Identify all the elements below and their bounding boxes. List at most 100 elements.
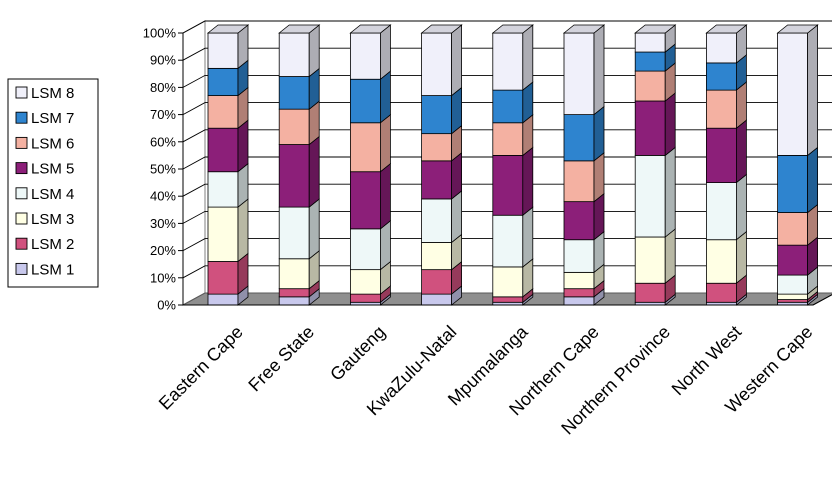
- bar-segment: [492, 32, 524, 91]
- bar-stack: [776, 24, 819, 306]
- legend-label: LSM 3: [31, 211, 74, 228]
- bar-top: [278, 24, 321, 34]
- bar-segment: [706, 182, 737, 241]
- x-category-label: Gauteng: [326, 322, 389, 385]
- bar-segment-side: [379, 24, 391, 81]
- bar-segment-side: [664, 92, 676, 157]
- x-axis-depth-line: [812, 294, 832, 306]
- bar-segment: [349, 171, 381, 230]
- bar-segment: [349, 32, 381, 80]
- bar-segment: [563, 296, 595, 306]
- bar-segment: [563, 271, 595, 290]
- y-tick-label: 30%: [150, 216, 176, 231]
- legend: LSM 8 LSM 7 LSM 6 LSM 5 LSM 4 LSM 3 LSM 2 LSM 1: [7, 78, 99, 288]
- bar-segment: [563, 201, 595, 241]
- bar-segment: [777, 244, 808, 276]
- gridline: [182, 129, 832, 143]
- bar-segment: [207, 127, 239, 173]
- bar-segment-side: [308, 198, 320, 260]
- y-tick-label: 80%: [150, 80, 176, 95]
- bar-stack: [705, 24, 748, 306]
- y-tick-label: 90%: [150, 53, 176, 68]
- bar-segment: [706, 89, 737, 129]
- legend-swatch: [15, 111, 28, 124]
- bar-segment-side: [522, 24, 534, 91]
- bar-segment: [349, 269, 381, 295]
- bar-segment: [421, 198, 453, 243]
- bar-stack: [278, 24, 321, 306]
- x-category-label: North West: [668, 322, 746, 400]
- legend-swatch: [15, 136, 28, 149]
- y-tick-label: 100%: [143, 26, 177, 41]
- bar-top: [349, 24, 392, 34]
- bar-segment: [634, 32, 666, 53]
- bar-segment: [634, 154, 666, 238]
- gridline: [182, 156, 832, 170]
- legend-label: LSM 6: [31, 135, 74, 152]
- bar-segment: [421, 242, 453, 271]
- bar-segment: [492, 89, 524, 124]
- bar-segment: [634, 70, 666, 102]
- legend-swatch: [15, 187, 28, 200]
- bar-segment-side: [807, 146, 818, 214]
- bar-segment: [777, 299, 808, 303]
- bar-segment-side: [308, 24, 320, 78]
- legend-swatch: [15, 212, 28, 225]
- legend-swatch: [15, 237, 28, 250]
- legend-swatch: [15, 262, 28, 275]
- bar-segment-side: [237, 119, 249, 173]
- bar-segment: [278, 258, 310, 290]
- gridlines: [182, 20, 832, 279]
- bar-top: [420, 24, 463, 34]
- bar-segment: [278, 32, 310, 77]
- bar-segment: [706, 62, 737, 91]
- bar-segment: [492, 266, 524, 298]
- bar-segment: [421, 160, 453, 200]
- legend-label: LSM 7: [31, 110, 74, 127]
- bar-segment: [207, 95, 239, 129]
- bar-segment: [349, 228, 381, 271]
- bar-segment: [349, 122, 381, 173]
- y-tick-label: 20%: [150, 243, 176, 258]
- bar-segment-side: [807, 24, 818, 157]
- bar-top: [776, 24, 819, 34]
- bar-segment: [278, 76, 310, 110]
- bar-top: [705, 24, 748, 34]
- bar-segment-side: [379, 162, 391, 230]
- bar-segment: [777, 154, 808, 213]
- bar-segment: [492, 214, 524, 268]
- bar-segment: [278, 296, 310, 306]
- bar-top: [634, 24, 677, 34]
- bar-segment-side: [522, 146, 534, 217]
- bar-segment-side: [664, 146, 676, 238]
- bar-segment-side: [736, 230, 747, 285]
- bar-segment: [777, 212, 808, 246]
- bar-segment: [349, 78, 381, 124]
- bar-segment: [207, 67, 239, 96]
- legend-label: LSM 2: [31, 236, 74, 253]
- gridline: [182, 210, 832, 224]
- y-tick-label: 60%: [150, 134, 176, 149]
- bar-segment: [421, 32, 453, 96]
- bar-segment: [492, 154, 524, 216]
- bar-top: [491, 24, 534, 34]
- bar-segment-side: [664, 228, 676, 285]
- bar-stack: [634, 24, 677, 306]
- bar-stack: [206, 24, 250, 306]
- gridline: [182, 265, 832, 279]
- bars: [183, 24, 832, 306]
- bar-segment-side: [379, 113, 391, 173]
- x-category-label: Eastern Cape: [155, 322, 247, 414]
- bar-segment: [278, 288, 310, 298]
- bar-segment: [634, 236, 666, 284]
- bar-segment: [706, 282, 737, 303]
- bar-segment: [278, 206, 310, 260]
- bar-segment: [634, 51, 666, 72]
- gridline: [182, 183, 832, 197]
- bar-segment-side: [522, 206, 534, 268]
- bar-segment: [563, 288, 595, 298]
- legend-label: LSM 8: [31, 85, 74, 102]
- bar-segment-side: [593, 105, 605, 162]
- x-category-label: Free State: [244, 322, 318, 396]
